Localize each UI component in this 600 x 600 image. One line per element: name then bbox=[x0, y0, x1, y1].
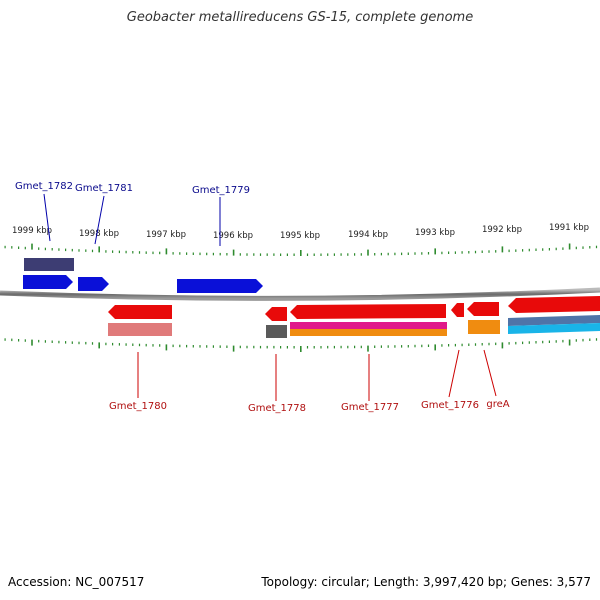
genome-title: Geobacter metallireducens GS-15, complet… bbox=[126, 10, 474, 25]
gene-Gmet_1778-arrow[interactable] bbox=[265, 307, 287, 321]
gene-label-Gmet_1781[interactable]: Gmet_1781 bbox=[75, 183, 133, 194]
leader-Gmet_1776 bbox=[448, 349, 460, 398]
gene-Gmet_1777-feature-orange[interactable] bbox=[290, 329, 447, 336]
gene-adjacent-feature-steel[interactable] bbox=[508, 315, 600, 326]
tick-label-1993kbp: 1993 kbp bbox=[415, 228, 455, 238]
gene-greA-feature[interactable] bbox=[468, 320, 500, 334]
tick-label-1996kbp: 1996 kbp bbox=[213, 231, 253, 241]
tick-label-1998kbp: 1998 kbp bbox=[79, 229, 119, 239]
tick-label-1997kbp: 1997 kbp bbox=[146, 230, 186, 240]
gene-Gmet_1782-arrow[interactable] bbox=[23, 275, 73, 289]
gene-Gmet_1777-arrow[interactable] bbox=[290, 304, 446, 319]
gene-Gmet_1779-arrow[interactable] bbox=[177, 279, 263, 293]
leader-Gmet_1782 bbox=[43, 193, 51, 242]
gene-Gmet_1777-feature-magenta[interactable] bbox=[290, 322, 447, 329]
tick-label-1995kbp: 1995 kbp bbox=[280, 231, 320, 241]
accession-text: Accession: NC_007517 bbox=[8, 575, 145, 589]
gene-label-Gmet_1776[interactable]: Gmet_1776 bbox=[421, 400, 479, 411]
gene-label-Gmet_1780[interactable]: Gmet_1780 bbox=[109, 401, 167, 412]
gene-Gmet_1780-arrow[interactable] bbox=[108, 305, 172, 319]
gene-label-Gmet_1782[interactable]: Gmet_1782 bbox=[15, 181, 73, 192]
gene-label-Gmet_1777[interactable]: Gmet_1777 bbox=[341, 402, 399, 413]
leader-Gmet_1781 bbox=[94, 195, 105, 245]
gene-greA-arrow[interactable] bbox=[467, 302, 499, 316]
gene-label-Gmet_1778[interactable]: Gmet_1778 bbox=[248, 403, 306, 414]
genome-backbone bbox=[0, 287, 600, 301]
tick-label-1992kbp: 1992 kbp bbox=[482, 225, 522, 235]
tick-label-1994kbp: 1994 kbp bbox=[348, 230, 388, 240]
tick-label-1999kbp: 1999 kbp bbox=[12, 226, 52, 236]
tick-label-1991kbp: 1991 kbp bbox=[549, 223, 589, 233]
gene-Gmet_1780-feature[interactable] bbox=[108, 323, 172, 336]
genome-stats-text: Topology: circular; Length: 3,997,420 bp… bbox=[261, 575, 591, 589]
gene-Gmet_1778-feature[interactable] bbox=[266, 325, 287, 338]
gene-Gmet_1781-arrow[interactable] bbox=[78, 277, 109, 291]
gene-adjacent-arrow[interactable] bbox=[508, 296, 600, 313]
gene-label-greA[interactable]: greA bbox=[486, 399, 509, 410]
gene-Gmet_1782-feature[interactable] bbox=[24, 258, 74, 271]
leader-greA bbox=[483, 349, 497, 397]
tick-marks-bottom bbox=[4, 338, 598, 352]
gene-Gmet_1776-arrow[interactable] bbox=[451, 303, 464, 317]
tick-marks-top bbox=[4, 243, 598, 256]
gene-label-Gmet_1779[interactable]: Gmet_1779 bbox=[192, 185, 250, 196]
gene-adjacent-feature-cyan[interactable] bbox=[508, 323, 600, 334]
